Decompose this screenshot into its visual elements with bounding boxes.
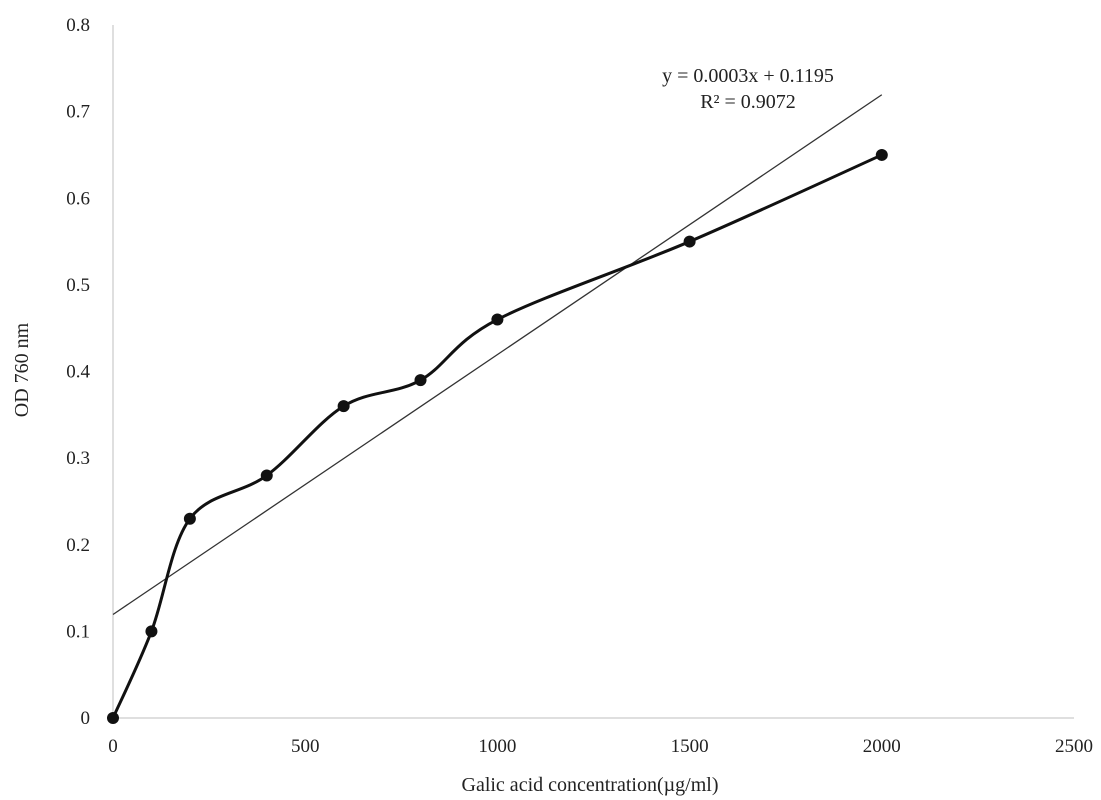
data-point [683,235,696,248]
marker-layer [107,148,888,724]
x-tick-labels: 0 500 1000 1500 2000 2500 [108,736,1093,757]
x-tick-label: 1000 [478,736,516,757]
data-point [875,148,888,161]
series-layer [111,153,884,720]
y-tick-labels: 0 0.1 0.2 0.3 0.4 0.5 0.6 0.7 0.8 [66,15,90,729]
trendline [112,94,883,616]
data-point [107,712,119,724]
data-point [337,400,350,413]
series-line [111,153,884,720]
trendline-layer [112,94,883,616]
y-tick-label: 0 [81,708,91,729]
y-tick-label: 0.4 [66,362,90,383]
y-tick-label: 0.5 [66,275,90,296]
y-axis-title: OD 760 nm [11,322,33,417]
x-tick-label: 0 [108,736,118,757]
y-tick-label: 0.8 [66,15,90,36]
y-tick-label: 0.2 [66,535,90,556]
data-point [183,512,196,525]
data-point [414,374,427,387]
data-point [260,469,273,482]
x-axis-title: Galic acid concentration(µg/ml) [462,774,719,796]
trendline-equation: y = 0.0003x + 0.1195 [662,65,834,87]
x-tick-label: 2000 [863,736,901,757]
x-tick-label: 1500 [671,736,709,757]
x-tick-label: 500 [291,736,320,757]
y-tick-label: 0.1 [66,621,90,642]
data-point [491,313,504,326]
y-tick-label: 0.7 [66,102,90,123]
y-tick-label: 0.3 [66,448,90,469]
data-point [145,625,158,638]
x-tick-label: 2500 [1055,736,1093,757]
y-tick-label: 0.6 [66,188,90,209]
r-squared-label: R² = 0.9072 [700,91,796,113]
